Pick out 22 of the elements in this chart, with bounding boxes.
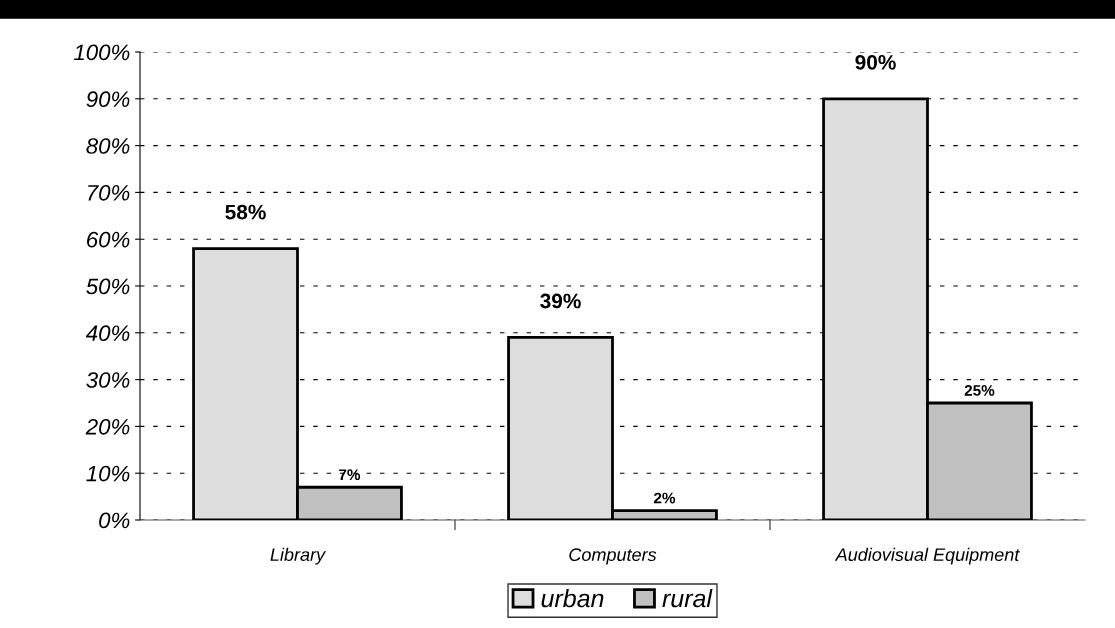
y-tick-label: 40%: [85, 325, 130, 342]
y-tick-label: 50%: [86, 278, 130, 295]
data-label: 90%: [855, 54, 896, 70]
data-label: 2%: [653, 492, 676, 504]
y-tick-label: 0%: [99, 512, 130, 529]
data-label: 58%: [225, 204, 266, 220]
x-tick-label: Audiovisual Equipment: [834, 547, 1020, 565]
y-tick-label: 10%: [86, 465, 130, 482]
y-tick-label: 70%: [88, 184, 130, 201]
y-tick-label: 90%: [86, 91, 130, 108]
data-label: 7%: [339, 469, 361, 481]
x-tick-label: Computers: [569, 548, 657, 565]
x-tick-label: Library: [270, 547, 327, 565]
y-tick-label: 30%: [86, 372, 130, 388]
legend-label: urban: [541, 588, 604, 608]
legend-label: rural: [662, 588, 713, 608]
y-tick-label: 100%: [74, 44, 130, 61]
y-tick-label: 80%: [86, 138, 130, 154]
y-tick-label: 20%: [85, 418, 130, 435]
data-label: 25%: [964, 385, 995, 396]
data-label: 39%: [540, 293, 581, 309]
y-tick-label: 60%: [87, 231, 130, 248]
